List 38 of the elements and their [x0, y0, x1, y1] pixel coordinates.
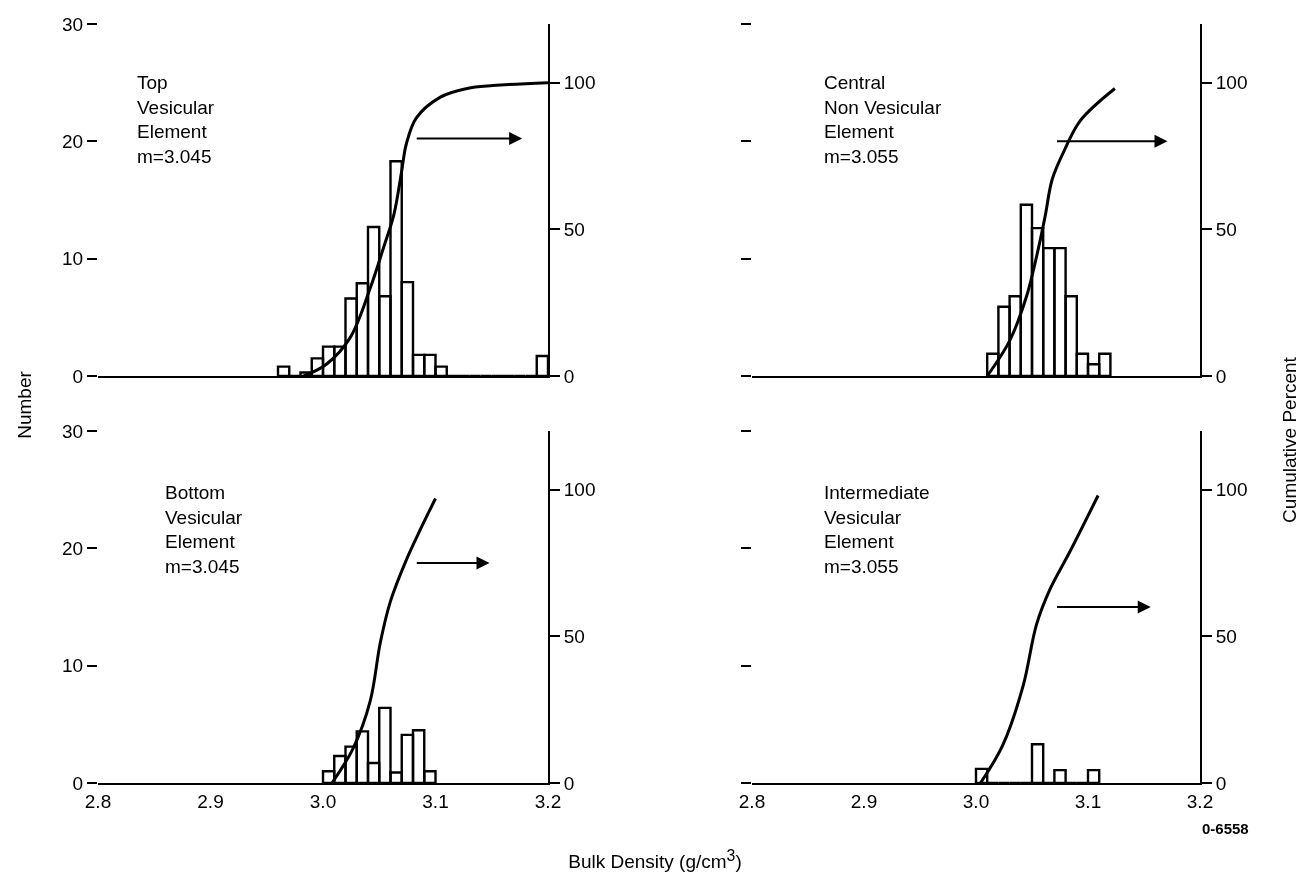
annotation: Intermediate Vesicular Element m=3.055 [824, 482, 930, 578]
x-tick-label: 3.1 [1074, 790, 1102, 812]
y-tick-label: 0 [72, 365, 84, 387]
annotation: Bottom Vesicular Element m=3.045 [165, 482, 243, 578]
y2-tick-label: 0 [1215, 365, 1227, 387]
y2-tick-label: 50 [563, 625, 585, 647]
x-tick-label: 2.9 [850, 790, 878, 812]
y2-tick-label: 100 [1215, 72, 1248, 94]
x-tick-label: 3.2 [534, 790, 562, 812]
x-tick-label: 3.0 [962, 790, 990, 812]
x-tick-label: 3.2 [1186, 790, 1214, 812]
y2-tick-label: 50 [1215, 218, 1237, 240]
y-tick-label: 20 [62, 130, 84, 152]
y2-tick-label: 0 [563, 365, 575, 387]
y-tick-label: 30 [62, 420, 84, 442]
y-tick-label: 20 [62, 537, 84, 559]
x-tick-label: 3.1 [422, 790, 449, 812]
y2-axis-title: Cumulative Percent [1279, 357, 1301, 523]
x-tick-label: 2.8 [84, 790, 112, 812]
y2-tick-label: 0 [563, 772, 575, 794]
y-tick-label: 10 [62, 655, 84, 677]
y2-tick-label: 0 [1215, 772, 1227, 794]
y2-tick-label: 50 [563, 218, 585, 240]
x-axis-title: Bulk Density (g/cm$^{3}$) [568, 846, 742, 874]
annotation: Top Vesicular Element m=3.045 [137, 72, 215, 168]
y2-tick-label: 100 [563, 479, 596, 501]
x-tick-label: 3.0 [309, 790, 337, 812]
y-axis-title: Number [14, 371, 36, 439]
annotation: Central Non Vesicular Element m=3.055 [824, 72, 942, 168]
y2-tick-label: 50 [1215, 625, 1237, 647]
x-tick-label: 2.8 [738, 790, 766, 812]
y-tick-label: 30 [62, 13, 84, 35]
y2-tick-label: 100 [563, 72, 596, 94]
y-tick-label: 10 [62, 248, 84, 270]
x-tick-label: 2.9 [197, 790, 224, 812]
text: 0-6558 [1202, 820, 1249, 837]
y2-tick-label: 100 [1215, 479, 1248, 501]
y-tick-label: 0 [72, 772, 84, 794]
